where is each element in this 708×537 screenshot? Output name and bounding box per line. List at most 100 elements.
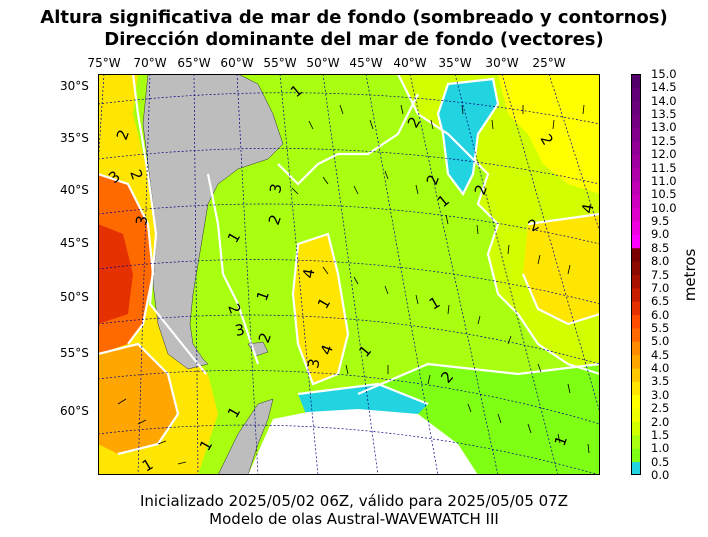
colorbar-tick-label: 6.5 <box>651 294 670 309</box>
colorbar-segment <box>631 114 641 128</box>
colorbar-segment <box>631 327 641 342</box>
colorbar-tick-label: 0.0 <box>651 468 670 482</box>
colorbar-frame <box>631 74 641 475</box>
footer-model-name: Modelo de olas Austral-WAVEWATCH III <box>209 510 499 528</box>
lon-label-30w: 30°W <box>485 56 519 70</box>
colorbar-segment <box>631 421 641 436</box>
colorbar-segment <box>631 314 641 329</box>
lon-label-25w: 25°W <box>532 56 566 70</box>
contour-lines <box>98 74 600 456</box>
colorbar-segment <box>631 341 641 356</box>
colorbar-segment <box>631 234 641 249</box>
colorbar-segment <box>631 87 641 102</box>
colorbar-tick-label: 14.5 <box>651 80 677 95</box>
colorbar-tick-label: 13.0 <box>651 120 677 135</box>
colorbar-segment <box>631 180 641 195</box>
lon-label-55w: 55°W <box>263 56 297 70</box>
lon-label-45w: 45°W <box>349 56 383 70</box>
colorbar-tick-label: 12.5 <box>651 133 677 148</box>
colorbar-segment <box>631 461 641 475</box>
colorbar-tick-label: 4.5 <box>651 347 670 362</box>
colorbar-segment <box>631 100 641 115</box>
colorbar-tick-label: 11.0 <box>651 173 677 188</box>
colorbar-segment <box>631 287 641 302</box>
shading-low-swell-patch <box>438 79 498 194</box>
footer-init-valid: Inicializado 2025/05/02 06Z, válido para… <box>140 492 568 510</box>
colorbar-tick-label: 1.5 <box>651 427 670 442</box>
contour-label: 3 <box>132 214 151 227</box>
colorbar-segment <box>631 194 641 209</box>
colorbar-segment <box>631 140 641 155</box>
colorbar-tick-label: 7.0 <box>651 280 670 295</box>
colorbar-unit-label: metros <box>681 248 699 302</box>
lat-label-40s: 40°S <box>60 183 89 197</box>
colorbar-tick-label: 6.0 <box>651 307 670 322</box>
colorbar-segment <box>631 448 641 463</box>
colorbar-tick-label: 15.0 <box>651 67 677 81</box>
colorbar-segment <box>631 74 641 88</box>
lon-label-65w: 65°W <box>177 56 211 70</box>
contour-label: 4 <box>578 202 597 215</box>
swell-direction-vectors <box>117 104 590 465</box>
colorbar-tick-label: 5.5 <box>651 320 670 335</box>
colorbar-segment <box>631 247 641 262</box>
colorbar-tick-label: 10.5 <box>651 187 677 202</box>
contour-label: 3 <box>304 357 323 370</box>
colorbar-tick-label: 8.5 <box>651 240 670 255</box>
colorbar-tick-label: 9.0 <box>651 227 670 242</box>
colorbar-tick-label: 9.5 <box>651 214 670 229</box>
lon-label-60w: 60°W <box>220 56 254 70</box>
colorbar-segment <box>631 207 641 222</box>
wave-height-map: 1 1 1 1 1 1 1 1 1 1 1 2 2 2 2 2 2 2 2 2 … <box>98 74 600 475</box>
colorbar-segment <box>631 261 641 275</box>
shading-northeast-2-5m <box>498 74 600 194</box>
colorbar-tick-label: 1.0 <box>651 441 670 456</box>
map-title-line2: Dirección dominante del mar de fondo (ve… <box>104 29 604 50</box>
colorbar-segment <box>631 274 641 289</box>
colorbar-tick-label: 2.5 <box>651 401 670 416</box>
shading-central-3m <box>293 234 348 384</box>
contour-label: 4 <box>299 267 318 280</box>
colorbar-tick-label: 5.0 <box>651 334 670 349</box>
colorbar-segment <box>631 301 641 316</box>
colorbar-segment <box>631 368 641 382</box>
lon-label-35w: 35°W <box>438 56 472 70</box>
antarctic-peninsula <box>217 398 274 475</box>
colorbar-segment <box>631 381 641 396</box>
shading-southwest-4m <box>98 344 178 454</box>
colorbar-segment <box>631 408 641 423</box>
colorbar-segment <box>631 354 641 369</box>
shading-west-6m <box>98 224 133 324</box>
colorbar-tick-label: 11.5 <box>651 160 677 175</box>
map-frame <box>98 74 600 475</box>
sea-ice-no-data <box>248 409 478 475</box>
lat-label-55s: 55°S <box>60 346 89 360</box>
colorbar-tick-label: 12.0 <box>651 147 677 162</box>
colorbar-segment <box>631 154 641 169</box>
colorbar-tick-label: 4.0 <box>651 361 670 376</box>
map-title-line1: Altura significativa de mar de fondo (so… <box>40 7 668 28</box>
colorbar-tick-label: 3.5 <box>651 374 670 389</box>
colorbar-segment <box>631 127 641 142</box>
shading-east-3m <box>523 214 600 324</box>
colorbar-segment <box>631 434 641 449</box>
lon-label-50w: 50°W <box>306 56 340 70</box>
colorbar-tick-label: 7.5 <box>651 267 670 282</box>
graticule <box>98 74 600 475</box>
colorbar-segment <box>631 394 641 409</box>
lat-label-60s: 60°S <box>60 404 89 418</box>
colorbar-tick-label: 13.5 <box>651 107 677 122</box>
colorbar-tick-label: 3.0 <box>651 387 670 402</box>
colorbar <box>631 74 641 475</box>
lat-label-45s: 45°S <box>60 236 89 250</box>
contour-label: 3 <box>234 321 247 340</box>
colorbar-tick-label: 14.0 <box>651 93 677 108</box>
colorbar-segment <box>631 167 641 182</box>
contour-label: 3 <box>266 182 285 195</box>
lat-label-35s: 35°S <box>60 131 89 145</box>
colorbar-tick-label: 0.5 <box>651 454 670 469</box>
colorbar-tick-label: 10.0 <box>651 200 677 215</box>
lat-label-50s: 50°S <box>60 290 89 304</box>
colorbar-segment <box>631 221 641 235</box>
lat-label-30s: 30°S <box>60 79 89 93</box>
